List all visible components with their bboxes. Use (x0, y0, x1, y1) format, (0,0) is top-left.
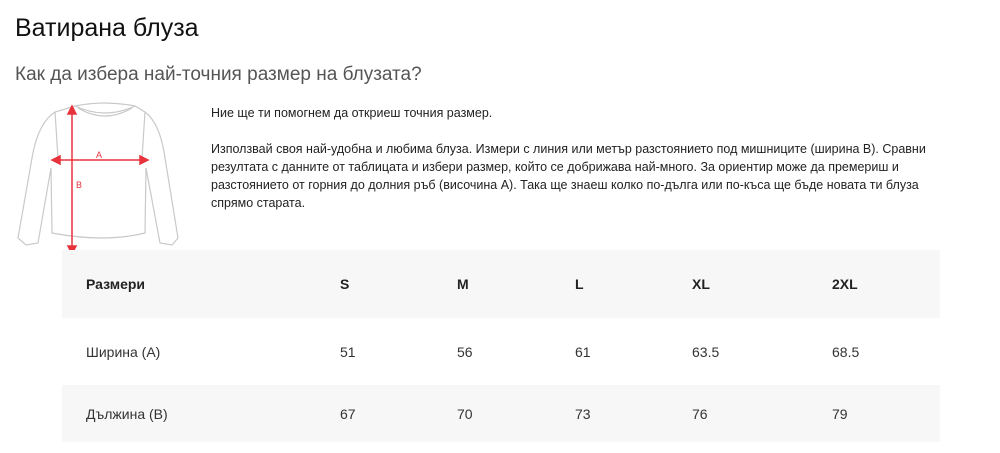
header-xl: XL (692, 276, 710, 292)
row-label: Дължина (В) (86, 405, 168, 422)
cell: 76 (692, 405, 708, 422)
table-row: Ширина (А) 51 56 61 63.5 68.5 (62, 318, 940, 385)
header-2xl: 2XL (832, 276, 858, 292)
page-subtitle: Как да избера най-точния размер на блуза… (15, 64, 422, 85)
cell: 61 (575, 343, 591, 360)
header-m: M (457, 276, 469, 292)
table-row: Дължина (В) 67 70 73 76 79 (62, 385, 940, 442)
label-b: B (76, 180, 82, 190)
table-header-row: Размери S M L XL 2XL (62, 250, 940, 318)
size-guide-text: Ние ще ти помогнем да откриеш точния раз… (211, 104, 931, 230)
cell: 68.5 (832, 343, 860, 360)
intro-text: Ние ще ти помогнем да откриеш точния раз… (211, 106, 493, 120)
cell: 63.5 (692, 343, 720, 360)
label-a: A (96, 150, 102, 160)
cell: 73 (575, 405, 591, 422)
cell: 51 (340, 343, 356, 360)
cell: 79 (832, 405, 848, 422)
instructions-text: Използвай своя най-удобна и любима блуза… (211, 142, 926, 210)
row-label: Ширина (А) (86, 343, 161, 360)
cell: 56 (457, 343, 473, 360)
header-s: S (340, 276, 350, 292)
header-sizes: Размери (86, 276, 146, 292)
cell: 70 (457, 405, 473, 422)
cell: 67 (340, 405, 356, 422)
size-table: Размери S M L XL 2XL Ширина (А) 51 56 61… (62, 250, 940, 442)
page-title: Ватирана блуза (15, 14, 199, 42)
sweatshirt-measurement-illustration: A B (10, 98, 200, 258)
header-l: L (575, 276, 584, 292)
